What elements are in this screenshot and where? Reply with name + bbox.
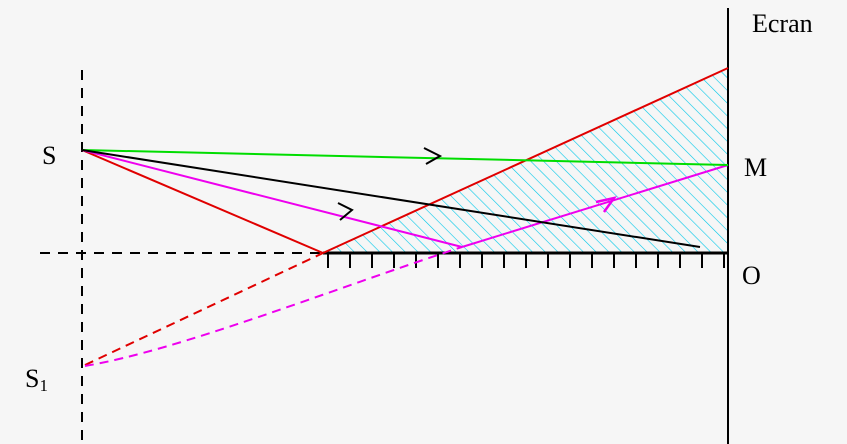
label-point-o: O [742,261,761,290]
ray-magenta-virtual [84,246,463,367]
ray-black-direct [81,149,701,248]
label-source: S [42,141,56,170]
label-screen: Ecran [752,9,813,38]
arrow-magenta [337,202,354,221]
label-point-m: M [744,153,767,182]
mirror-ticks [327,253,725,268]
ray-red-incident [81,149,324,254]
ray-magenta-incident [81,149,463,248]
label-image-source: S1 [25,364,48,395]
ray-green-direct [81,149,729,166]
arrow-green [423,147,443,165]
ray-magenta-reflected [461,164,729,248]
ray-red-virtual [84,252,324,366]
arrow-magenta-reflected [595,196,617,213]
